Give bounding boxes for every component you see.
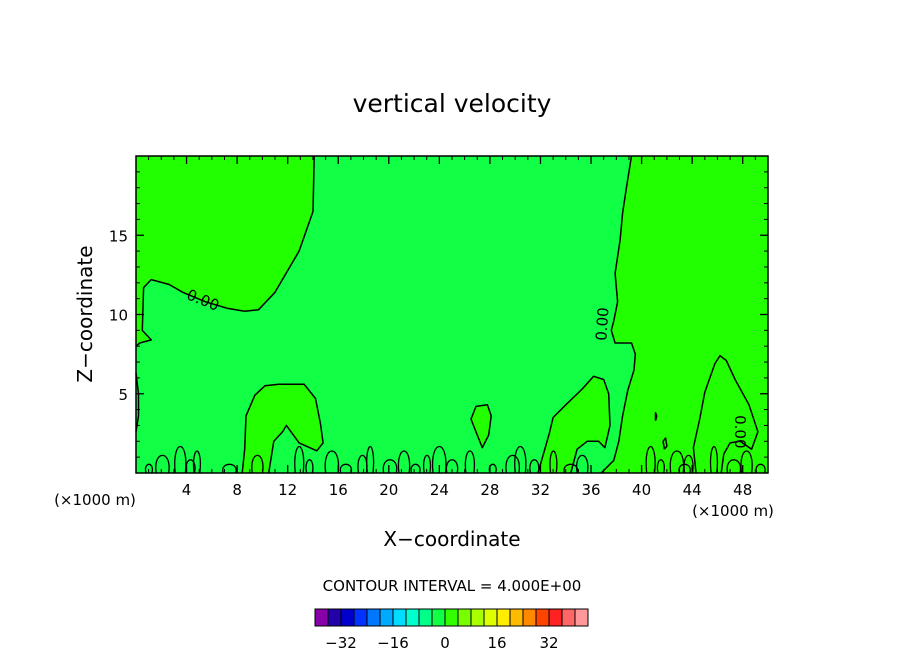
y-axis-label: Z−coordinate: [73, 245, 97, 382]
x-tick-label: 36: [581, 481, 600, 499]
x-tick-label: 24: [430, 481, 449, 499]
colorbar-swatch: [392, 608, 407, 627]
colorbar-swatch: [522, 608, 537, 627]
colorbar: −32 −16 0 16 32: [314, 608, 589, 652]
colorbar-swatch: [470, 608, 485, 627]
x-tick-label: 8: [232, 481, 242, 499]
contour-line-near-ground: [144, 463, 154, 474]
contour-line-near-ground: [549, 450, 558, 474]
colorbar-swatch: [379, 608, 394, 627]
contour-line-right: [600, 155, 637, 474]
contour-line-near-ground: [529, 459, 540, 474]
contour-line-near-ground: [669, 450, 685, 474]
contour-line-blob-4: [537, 375, 611, 474]
contour-label: 0.00: [731, 415, 749, 448]
chart-title: vertical velocity: [353, 89, 552, 118]
colorbar-swatch: [431, 608, 446, 627]
x-tick-label: 40: [632, 481, 651, 499]
fill-blob-2: [471, 404, 492, 448]
x-axis-ticks: 4 8 12 16 20 24 28 32 36 40 44 48: [148, 156, 756, 499]
x-tick-label: 20: [379, 481, 398, 499]
y-tick-label: 5: [118, 386, 128, 404]
contour-line-near-ground: [514, 445, 527, 474]
contour-line-near-ground: [576, 454, 589, 474]
x-tick-label: 32: [531, 481, 550, 499]
contour-line-near-ground: [726, 459, 742, 474]
colorbar-swatch: [353, 608, 368, 627]
fill-blob-4: [538, 376, 610, 473]
colorbar-label: 32: [539, 634, 558, 652]
colorbar-label: −16: [377, 634, 409, 652]
contour-line-near-ground: [464, 450, 476, 474]
colorbar-swatch: [574, 608, 589, 627]
contour-line-near-ground: [410, 463, 421, 474]
colorbar-swatch: [327, 608, 342, 627]
contour-line-near-ground: [174, 445, 187, 474]
contour-line-near-ground: [656, 459, 665, 474]
contour-line-left: [135, 155, 315, 347]
contour-line-near-ground: [505, 454, 520, 474]
contour-line-near-ground: [366, 445, 375, 474]
colorbar-label: −32: [325, 634, 357, 652]
x-tick-label: 12: [278, 481, 297, 499]
contour-line-near-ground: [192, 450, 202, 474]
contour-line-near-ground: [683, 454, 694, 474]
contour-line-small-1: [662, 437, 668, 450]
colorbar-swatch: [509, 608, 524, 627]
colorbar-swatch: [444, 608, 459, 627]
colorbar-swatch: [483, 608, 498, 627]
contour-line-blob-3: [692, 354, 759, 474]
contour-line-near-ground: [397, 450, 411, 474]
contour-line-near-ground: [422, 454, 432, 474]
contour-line-near-ground: [155, 454, 170, 474]
x-tick-label: 48: [733, 481, 752, 499]
plot-area: 0.000.000.00: [135, 155, 769, 474]
z-unit-label: (×1000 m): [54, 491, 136, 509]
contour-line-near-ground: [251, 454, 264, 474]
x-tick-label: 16: [329, 481, 348, 499]
contour-line-near-ground: [740, 450, 753, 474]
colorbar-label: 0: [440, 634, 450, 652]
contour-label: 0.00: [592, 307, 612, 342]
fill-blob-3: [693, 355, 758, 473]
contour-line-near-ground: [339, 463, 353, 474]
colorbar-swatch: [496, 608, 511, 627]
contour-line-near-ground: [709, 445, 719, 474]
colorbar-swatch: [405, 608, 420, 627]
colorbar-swatch: [561, 608, 576, 627]
contour-line-near-ground: [324, 450, 340, 474]
x-tick-label: 4: [182, 481, 192, 499]
x-axis-label: X−coordinate: [383, 527, 520, 551]
fill-left: [136, 156, 315, 347]
contour-line-small-2: [654, 412, 658, 421]
contour-line-near-ground: [294, 445, 305, 474]
contour-line-near-ground: [755, 463, 766, 474]
colorbar-swatch: [314, 608, 329, 627]
colorbar-swatch: [418, 608, 433, 627]
x-unit-label: (×1000 m): [692, 502, 774, 520]
contour-line-near-ground: [431, 445, 447, 474]
y-tick-label: 15: [109, 227, 128, 245]
x-tick-label: 28: [480, 481, 499, 499]
contour-line-near-ground: [382, 459, 398, 474]
contour-interval-text: CONTOUR INTERVAL = 4.000E+00: [323, 577, 582, 595]
fill-blob-1: [242, 384, 324, 473]
contour-line-blob-2: [470, 404, 492, 449]
contour-line-left-edge: [135, 373, 140, 432]
x-tick-label: 44: [683, 481, 702, 499]
colorbar-swatch: [340, 608, 355, 627]
colorbar-swatch: [535, 608, 550, 627]
colorbar-swatch: [457, 608, 472, 627]
contour-line-near-ground: [445, 459, 459, 474]
contour-line-near-ground: [222, 463, 237, 474]
contour-line-near-ground: [645, 445, 656, 474]
contour-line-blob-1: [241, 383, 324, 474]
contour-line-near-ground: [305, 459, 314, 474]
colorbar-swatch: [366, 608, 381, 627]
y-tick-label: 10: [109, 307, 128, 325]
colorbar-swatch: [548, 608, 563, 627]
y-axis-ticks: 5 10 15: [109, 171, 768, 458]
colorbar-label: 16: [487, 634, 506, 652]
